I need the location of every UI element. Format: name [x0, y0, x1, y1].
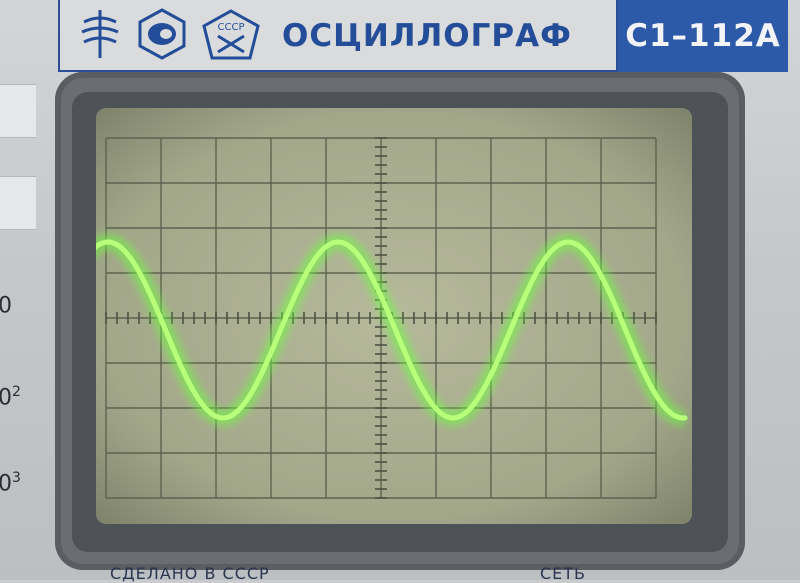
- device-title: ОСЦИЛЛОГРАФ: [282, 18, 572, 54]
- graticule-ticks: [105, 137, 657, 499]
- model-badge: С1–112А: [618, 0, 788, 72]
- gost-text: СССР: [218, 22, 245, 33]
- footer-made-in: СДЕЛАНО В СССР: [110, 564, 270, 583]
- resistor-emblem-icon: [81, 10, 119, 58]
- side-label: 03: [0, 470, 21, 497]
- crt-screen: [96, 108, 692, 524]
- gost-pentagon-icon: СССР: [202, 9, 260, 60]
- side-label: 02: [0, 384, 21, 411]
- side-panel-strip: [0, 176, 36, 230]
- sine-trace: [96, 239, 688, 421]
- side-panel-strip: [0, 84, 36, 138]
- footer-power-label: СЕТЬ: [540, 564, 587, 583]
- side-label: 0: [0, 293, 12, 319]
- graticule-display: [96, 108, 692, 524]
- quality-mark-icon: [138, 8, 186, 60]
